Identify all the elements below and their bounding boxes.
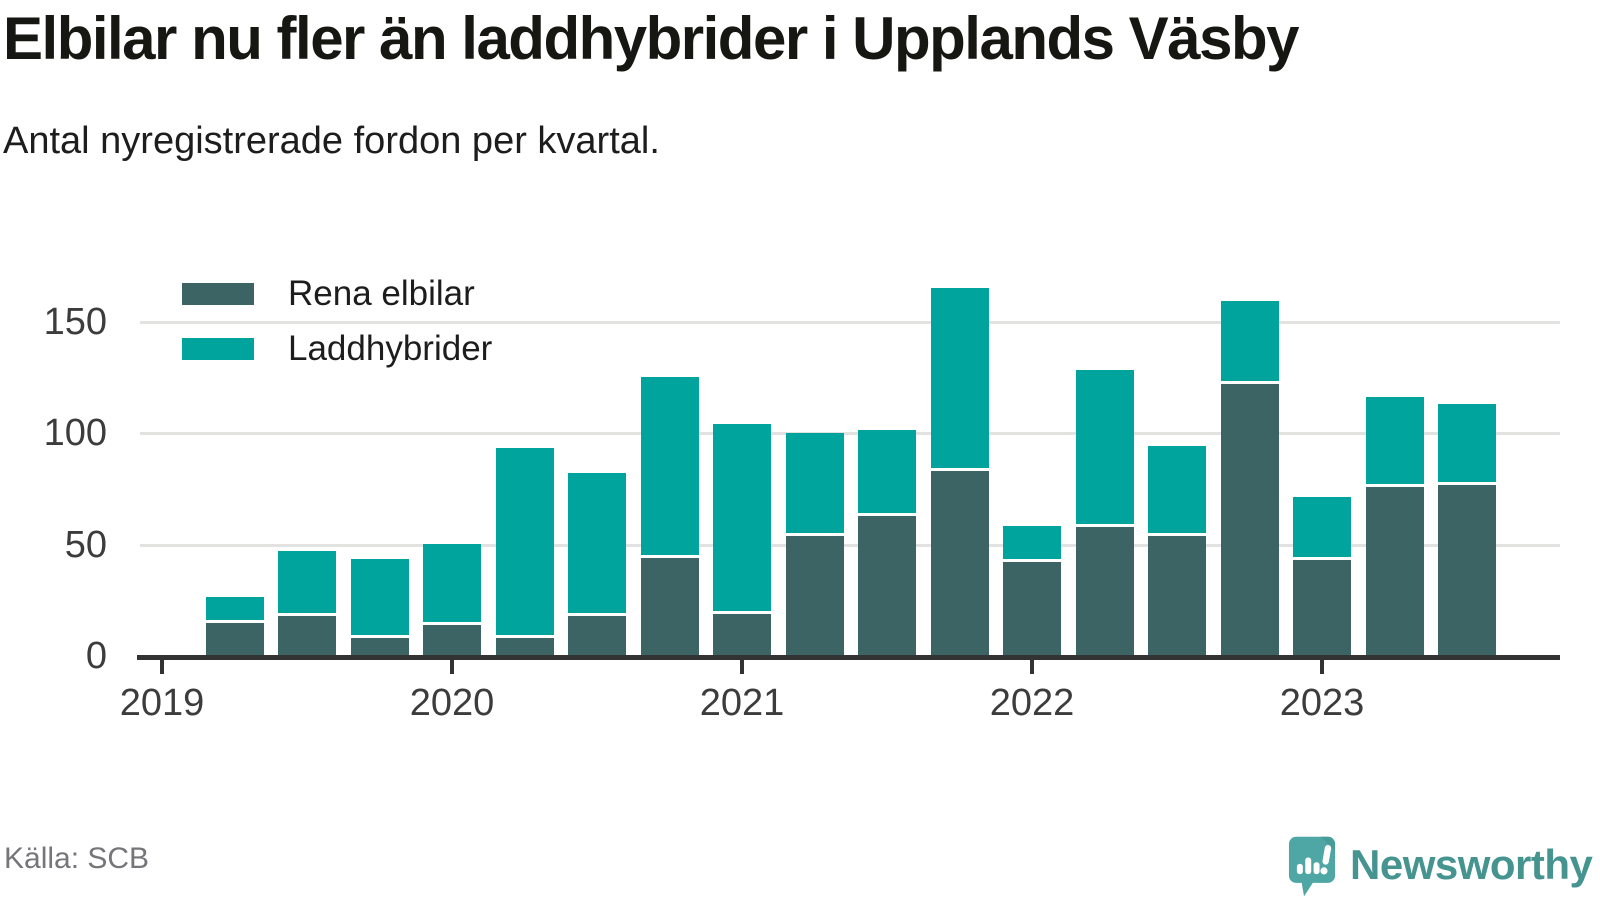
bar-segment-rena-elbilar-2020-Q2 (495, 638, 554, 656)
bar-segment-rena-elbilar-2022-Q2 (1075, 526, 1134, 656)
x-tick-label-2023: 2023 (1279, 682, 1365, 724)
bar-segment-rena-elbilar-2021-Q1 (713, 613, 771, 656)
x-tick-2022 (1030, 660, 1034, 674)
bar-segment-rena-elbilar-2023-Q1 (1293, 560, 1351, 656)
legend-swatch-rena-elbilar (182, 283, 254, 305)
bar-segment-laddhybrider-2023-Q1 (1293, 497, 1351, 558)
legend-label-laddhybrider: Laddhybrider (288, 329, 493, 368)
x-tick-2019 (160, 660, 164, 674)
brand-name: Newsworthy (1350, 841, 1593, 888)
bar-segment-rena-elbilar-2023-Q3 (1438, 484, 1496, 656)
bar-segment-laddhybrider-2022-Q2 (1075, 370, 1134, 524)
bar-segment-laddhybrider-2021-Q2 (785, 432, 844, 533)
legend-swatch-laddhybrider (182, 338, 254, 360)
bar-segment-rena-elbilar-2022-Q4 (1220, 384, 1279, 656)
y-tick-label-100: 100 (43, 412, 107, 455)
bar-segment-laddhybrider-2019-Q3 (278, 550, 336, 613)
y-tick-label-150: 150 (43, 300, 107, 343)
gridline-150 (140, 320, 1560, 324)
bar-segment-laddhybrider-2021-Q1 (713, 423, 771, 611)
bar-segment-laddhybrider-2020-Q2 (495, 448, 554, 636)
legend-item-rena-elbilar: Rena elbilar (182, 274, 492, 313)
x-tick-2023 (1320, 660, 1324, 674)
y-tick-label-50: 50 (64, 523, 107, 566)
x-axis-line (137, 655, 1560, 660)
bar-segment-rena-elbilar-2020-Q3 (568, 615, 626, 656)
bar-segment-laddhybrider-2019-Q4 (350, 559, 409, 636)
x-tick-label-2021: 2021 (699, 682, 785, 724)
bar-segment-laddhybrider-2021-Q3 (858, 430, 916, 513)
bar-segment-rena-elbilar-2020-Q4 (640, 558, 699, 656)
brand-logo: Newsworthy (1288, 836, 1593, 898)
bar-segment-laddhybrider-2020-Q3 (568, 472, 626, 613)
bar-segment-rena-elbilar-2023-Q2 (1365, 486, 1424, 656)
bar-segment-rena-elbilar-2019-Q3 (278, 615, 336, 656)
bar-segment-laddhybrider-2022-Q4 (1220, 301, 1279, 382)
legend-item-laddhybrider: Laddhybrider (182, 329, 492, 368)
bar-segment-rena-elbilar-2019-Q4 (350, 638, 409, 656)
bar-segment-laddhybrider-2023-Q3 (1438, 403, 1496, 482)
bar-segment-laddhybrider-2022-Q3 (1148, 445, 1206, 533)
source-note: Källa: SCB (4, 842, 150, 875)
legend-label-rena-elbilar: Rena elbilar (288, 274, 475, 313)
chart-subtitle: Antal nyregistrerade fordon per kvartal. (3, 120, 660, 162)
bar-segment-laddhybrider-2020-Q1 (423, 543, 481, 622)
bar-segment-rena-elbilar-2021-Q3 (858, 515, 916, 656)
bar-segment-rena-elbilar-2021-Q4 (930, 471, 989, 656)
chart-title: Elbilar nu fler än laddhybrider i Upplan… (3, 5, 1299, 72)
x-tick-2020 (450, 660, 454, 674)
bar-segment-rena-elbilar-2021-Q2 (785, 535, 844, 656)
newsworthy-speech-bubble-icon (1288, 836, 1336, 897)
x-tick-label-2020: 2020 (409, 682, 495, 724)
bar-segment-laddhybrider-2023-Q2 (1365, 396, 1424, 484)
legend: Rena elbilar Laddhybrider (182, 274, 492, 391)
bar-segment-rena-elbilar-2022-Q1 (1003, 562, 1061, 656)
x-tick-2021 (740, 660, 744, 674)
bar-segment-laddhybrider-2019-Q2 (205, 597, 264, 620)
bar-segment-rena-elbilar-2020-Q1 (423, 624, 481, 656)
gridline-100 (140, 432, 1560, 436)
bar-segment-laddhybrider-2022-Q1 (1003, 526, 1061, 560)
exclamation-icon (1320, 844, 1332, 875)
bar-segment-rena-elbilar-2019-Q2 (205, 622, 264, 656)
gridline-50 (140, 543, 1560, 547)
bar-segment-laddhybrider-2021-Q4 (930, 287, 989, 469)
bar-segment-rena-elbilar-2022-Q3 (1148, 535, 1206, 656)
x-tick-label-2022: 2022 (989, 682, 1075, 724)
bar-segment-laddhybrider-2020-Q4 (640, 376, 699, 555)
y-tick-label-0: 0 (85, 635, 107, 677)
x-tick-label-2019: 2019 (119, 682, 205, 724)
